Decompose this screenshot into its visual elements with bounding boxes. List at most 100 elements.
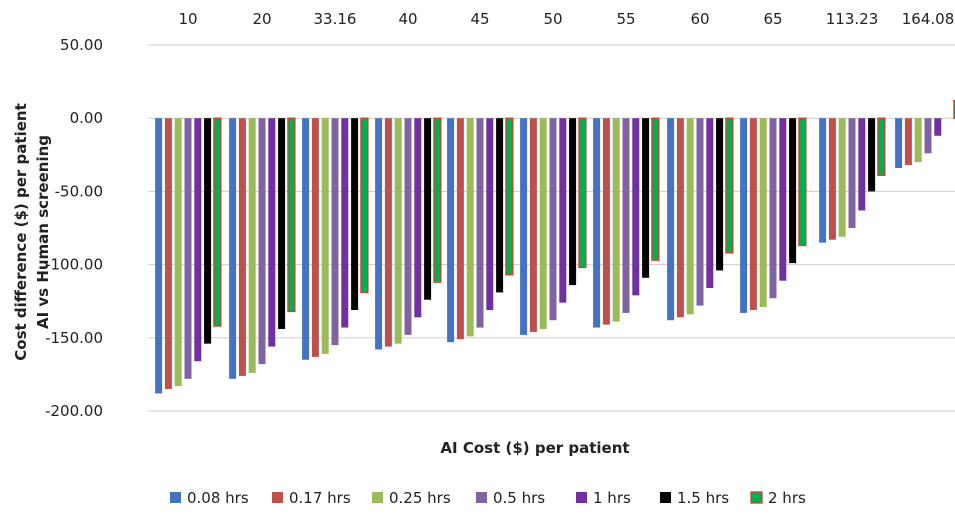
bar [433,117,442,283]
bar [549,118,557,321]
bar [424,118,432,300]
y-tick-label: -50.00 [55,182,103,200]
bar [706,118,714,289]
bar [414,118,422,318]
bar [360,117,369,294]
y-axis-ticks: 50.00 0.00 -50.00 -100.00 -150.00 -200.00 [45,36,103,420]
x-category-label: 33.16 [314,10,357,28]
bar [749,118,757,310]
bar [174,118,182,387]
bar [456,118,464,340]
bar [476,118,484,328]
y-axis-title-line1: Cost difference ($) per patient [12,103,30,360]
bar [384,118,392,347]
bar [155,118,163,394]
bar [612,118,620,322]
bar [868,118,876,192]
bar [466,118,474,337]
x-category-label: 113.23 [826,10,879,28]
x-category-label: 60 [690,10,709,28]
bar [789,118,797,264]
bar [496,118,504,293]
legend-label: 0.5 hrs [493,489,545,507]
bar [268,118,276,347]
bar [914,118,922,163]
legend-label: 2 hrs [768,489,806,507]
bar [740,118,748,313]
bars [155,99,955,394]
bar [321,118,329,354]
bar [331,118,339,346]
legend-label: 1 hrs [593,489,631,507]
bar [505,117,514,276]
bar [486,118,494,310]
bar [539,118,547,330]
bar [559,118,567,303]
bar [213,117,222,327]
y-tick-label: 50.00 [60,36,103,54]
bar [877,117,886,176]
bar [375,118,383,350]
bar [204,118,212,344]
bar [858,118,866,211]
bar [578,117,587,269]
x-category-label: 65 [763,10,782,28]
x-axis-category-labels: 10 20 33.16 40 45 50 55 60 65 113.23 164.08 [178,10,954,28]
bar [287,117,296,313]
legend: 0.08 hrs 0.17 hrs 0.25 hrs 0.5 hrs 1 hrs 1.5 … [170,489,806,507]
bar [258,118,266,365]
bar [686,118,694,315]
legend-swatch [372,492,383,503]
x-category-label: 55 [616,10,635,28]
bar [779,118,787,281]
bar [164,118,172,390]
bar [848,118,856,228]
bar [934,118,942,136]
legend-label: 0.17 hrs [289,489,351,507]
bar [895,118,903,168]
legend-swatch [576,492,587,503]
x-axis-title: AI Cost ($) per patient [440,439,629,457]
bar [642,118,650,278]
x-category-label: 40 [398,10,417,28]
x-category-label: 50 [543,10,562,28]
bar [904,118,912,166]
bar [725,117,734,254]
bar [184,118,192,379]
bar [341,118,349,328]
x-category-label: 164.08 [902,10,955,28]
bar [569,118,577,286]
bar [651,117,660,261]
y-axis-title-line2: AI vs Human screening [34,135,52,329]
x-category-label: 20 [252,10,271,28]
legend-swatch [476,492,487,503]
bar [924,118,932,154]
bar [769,118,777,299]
legend-label: 0.08 hrs [187,489,249,507]
bar [798,117,807,247]
bar [447,118,455,343]
bar [819,118,827,243]
bar [238,118,246,376]
legend-swatch [660,492,671,503]
legend-swatch [170,492,181,503]
bar [302,118,310,360]
y-axis-title: Cost difference ($) per patient AI vs Hu… [12,103,52,360]
bar [667,118,675,321]
bar [632,118,640,296]
bar [278,118,286,330]
bar [311,118,319,357]
legend-label: 1.5 hrs [677,489,729,507]
x-category-label: 10 [178,10,197,28]
y-tick-label: -150.00 [45,329,103,347]
legend-label: 0.25 hrs [389,489,451,507]
bar [953,99,955,119]
bar [828,118,836,240]
bar [529,118,537,332]
bar [351,118,359,310]
legend-swatch [750,491,763,504]
y-tick-label: -200.00 [45,402,103,420]
bar [622,118,630,313]
y-tick-label: -100.00 [45,256,103,274]
